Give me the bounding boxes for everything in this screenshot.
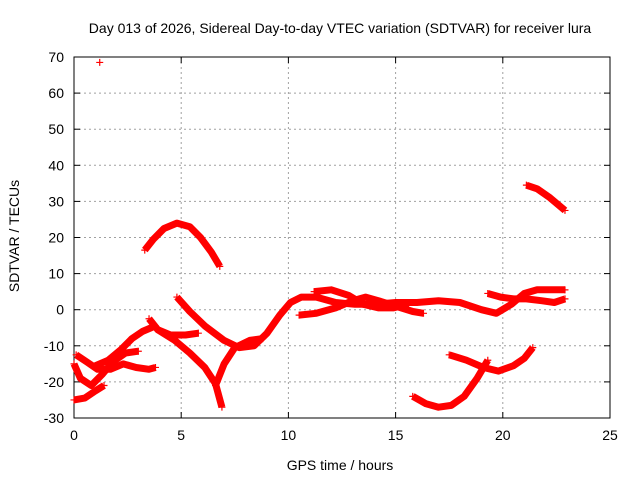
data-arc-arc-12 — [74, 351, 157, 373]
data-arc-arc-3 — [525, 181, 568, 214]
arc-end-arc-11 — [151, 322, 159, 330]
arc-end-arc-3 — [561, 206, 569, 214]
y-tick-label: -30 — [44, 410, 64, 426]
arc-start-arc-3 — [522, 181, 530, 189]
grid-lines — [74, 57, 610, 418]
arc-end-arc-13 — [134, 347, 142, 355]
x-tick-label: 0 — [70, 427, 78, 443]
arc-end-arc-7 — [561, 295, 569, 303]
arc-start-arc-8 — [145, 315, 153, 323]
data-arc-arc-11 — [94, 322, 157, 369]
y-tick-label: 70 — [48, 49, 64, 65]
data-arc-arc-10 — [212, 335, 264, 387]
y-tick-label: 40 — [48, 157, 64, 173]
arc-start-arc-13 — [70, 360, 78, 368]
arc-end-arc-2 — [216, 262, 224, 270]
arc-start-arc-5 — [295, 311, 303, 319]
arc-start-arc-16 — [445, 351, 453, 359]
arc-end-arc-12 — [151, 363, 159, 371]
data-arc-arc-14 — [73, 382, 106, 404]
arc-end-arc-10 — [259, 335, 267, 343]
y-tick-label: 30 — [48, 193, 64, 209]
arc-end-arc-5 — [419, 309, 427, 317]
data-layer — [70, 58, 569, 411]
y-tick-label: 20 — [48, 230, 64, 246]
x-axis-label: GPS time / hours — [287, 457, 394, 473]
arc-start-arc-15 — [409, 392, 417, 400]
arc-end-arc-4 — [561, 286, 569, 294]
arc-end-arc-8 — [194, 329, 202, 337]
data-arc-arc-7 — [486, 290, 567, 306]
y-tick-label: 60 — [48, 85, 64, 101]
arc-end-arc-16 — [529, 344, 537, 352]
x-tick-label: 20 — [495, 427, 511, 443]
data-arc-arc-6 — [313, 286, 410, 312]
x-tick-label: 15 — [388, 427, 404, 443]
arc-start-arc-12 — [72, 351, 80, 359]
data-point-arc-1 — [96, 58, 104, 66]
y-tick-label: -10 — [44, 338, 64, 354]
arc-end-arc-15 — [484, 356, 492, 364]
arc-start-arc-4 — [173, 293, 181, 301]
y-axis-label: SDTVAR / TECUs — [6, 180, 22, 292]
data-arc-arc-15 — [411, 358, 491, 411]
arc-start-arc-10 — [212, 382, 220, 390]
data-arc-arc-9 — [155, 326, 226, 409]
y-tick-label: -20 — [44, 374, 64, 390]
y-tick-label: 50 — [48, 121, 64, 137]
arc-start-arc-7 — [484, 289, 492, 297]
x-tick-label: 25 — [602, 427, 618, 443]
x-tick-label: 5 — [177, 427, 185, 443]
data-arc-arc-5 — [298, 293, 425, 319]
arc-start-arc-2 — [141, 246, 149, 254]
x-tick-label: 10 — [281, 427, 297, 443]
arc-start-arc-14 — [70, 396, 78, 404]
y-tick-label: 0 — [56, 302, 64, 318]
arc-start-arc-6 — [310, 288, 318, 296]
arc-end-arc-6 — [404, 300, 412, 308]
chart-title: Day 013 of 2026, Sidereal Day-to-day VTE… — [89, 20, 592, 36]
data-arc-arc-13 — [70, 347, 139, 389]
data-arc-arc-16 — [448, 345, 536, 375]
data-arc-arc-2 — [142, 219, 223, 269]
y-tick-label: 10 — [48, 266, 64, 282]
axis-ticks: 0 5 10 15 20 25 -30 -20 -10 0 10 20 30 40 50 60 70 — [44, 49, 618, 443]
arc-end-arc-14 — [100, 382, 108, 390]
arc-end-arc-9 — [218, 403, 226, 411]
